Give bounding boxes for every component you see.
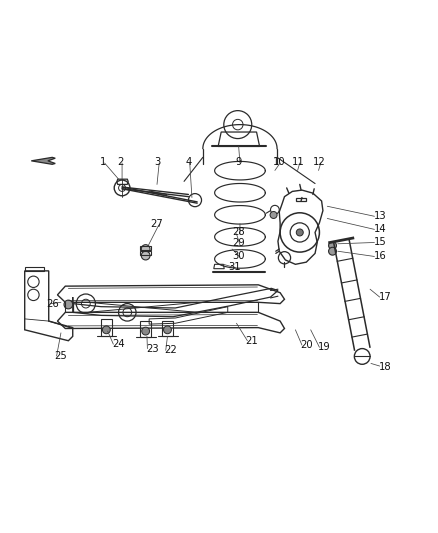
Text: 24: 24 [112,339,125,349]
Circle shape [141,251,150,260]
Circle shape [102,326,110,334]
Text: 11: 11 [292,157,305,167]
Text: 1: 1 [100,157,106,167]
Circle shape [328,247,336,255]
Text: 12: 12 [313,157,326,167]
Text: 20: 20 [300,340,313,350]
Text: 26: 26 [47,298,60,309]
Text: 21: 21 [245,336,258,346]
Text: 9: 9 [236,157,242,167]
Text: 22: 22 [165,345,177,356]
Text: 28: 28 [232,228,245,237]
Circle shape [64,300,73,309]
Text: 27: 27 [151,219,163,229]
Text: 3: 3 [155,157,161,167]
Text: 2: 2 [117,157,124,167]
Circle shape [163,326,171,334]
Circle shape [270,212,277,219]
Text: 30: 30 [233,251,245,261]
Text: 29: 29 [232,238,245,248]
Text: 16: 16 [374,252,387,262]
Text: 31: 31 [228,262,240,271]
Circle shape [328,241,336,249]
Text: 19: 19 [318,342,330,352]
Circle shape [141,245,150,253]
Text: 14: 14 [374,224,387,235]
Text: 15: 15 [374,238,387,247]
Text: 4: 4 [185,157,191,167]
Text: 10: 10 [273,157,286,167]
Polygon shape [31,157,55,164]
Circle shape [296,229,303,236]
Text: 23: 23 [146,344,159,353]
Text: 13: 13 [374,211,387,221]
Circle shape [142,327,150,335]
Text: 18: 18 [378,362,391,372]
Text: 25: 25 [55,351,67,361]
Text: 17: 17 [378,292,391,302]
